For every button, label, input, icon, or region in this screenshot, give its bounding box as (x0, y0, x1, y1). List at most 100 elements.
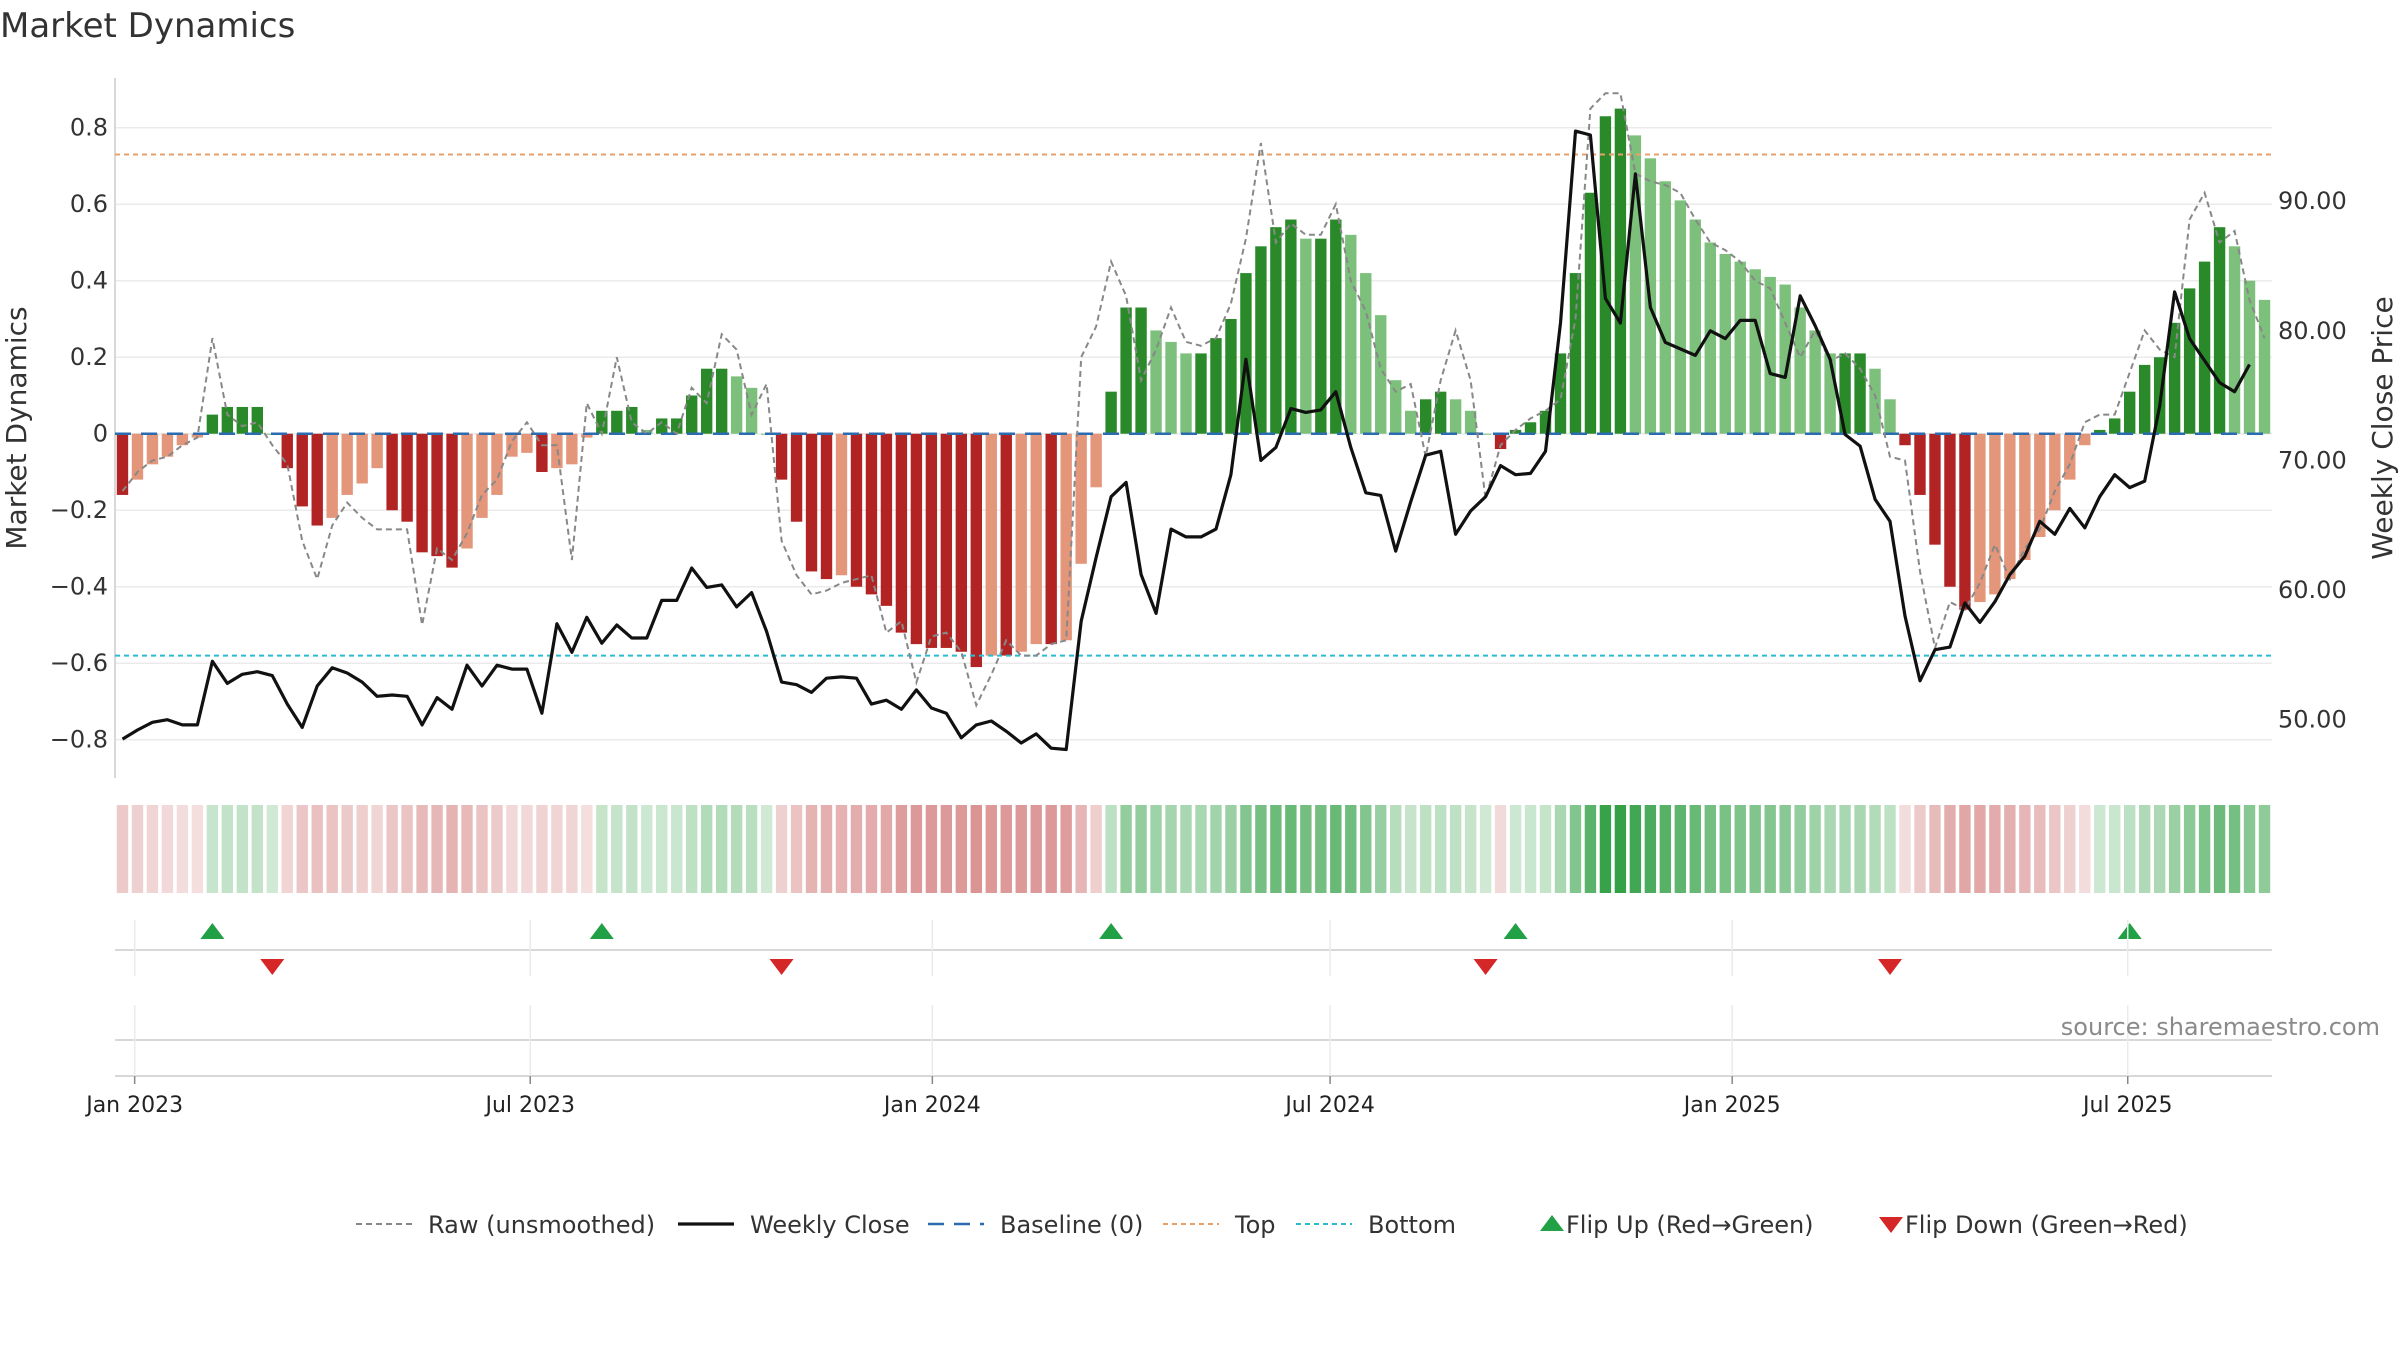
heat-cell (1000, 805, 1012, 893)
heat-cell (551, 805, 563, 893)
heat-cell (1255, 805, 1267, 893)
heat-cell (1180, 805, 1192, 893)
heat-cell (1554, 805, 1567, 893)
flip-up-marker (1503, 923, 1528, 939)
md-bar (161, 433, 174, 457)
heat-cell (1210, 805, 1222, 893)
md-bar (715, 368, 728, 434)
md-bar (536, 433, 548, 472)
heat-cell (1195, 805, 1207, 893)
heat-cell (2198, 805, 2211, 893)
heat-cell (940, 805, 953, 893)
legend-label: Baseline (0) (1000, 1211, 1143, 1239)
heat-cell (1090, 805, 1102, 893)
md-bar (1569, 273, 1582, 434)
heat-cell (2049, 805, 2061, 893)
heat-cell (521, 805, 533, 893)
md-bar (1120, 307, 1132, 434)
md-bar (446, 433, 458, 568)
flip-down-marker (769, 959, 794, 975)
y-tick-label: −0.6 (50, 649, 108, 677)
md-bar (416, 433, 428, 553)
md-bar (1479, 433, 1492, 435)
heat-cell (326, 805, 338, 893)
x-tick-label: Jan 2024 (882, 1093, 981, 1118)
legend-label: Flip Down (Green→Red) (1905, 1211, 2188, 1239)
md-bar (251, 406, 263, 434)
heat-cell (2243, 805, 2256, 893)
md-bar (1060, 433, 1072, 641)
md-bar (1899, 433, 1911, 446)
heat-cell (910, 805, 923, 893)
md-bar (1959, 433, 1971, 610)
heat-cell (1809, 805, 1821, 893)
heat-cell (820, 805, 833, 893)
md-bar (2004, 433, 2016, 580)
md-bar (1360, 273, 1372, 434)
md-bar (581, 433, 593, 438)
heat-cell (2213, 805, 2226, 893)
heat-cell (835, 805, 848, 893)
heat-cell (1659, 805, 1672, 893)
x-tick-label: Jan 2025 (1682, 1093, 1781, 1118)
heat-cell (850, 805, 863, 893)
heat-cell (1030, 805, 1042, 893)
heat-cell (506, 805, 518, 893)
heat-cell (1060, 805, 1072, 893)
heat-cell (2228, 805, 2241, 893)
md-bar (775, 433, 788, 480)
md-bar (1884, 399, 1896, 434)
md-bar (341, 433, 353, 495)
heat-cell (1479, 805, 1492, 893)
heat-cell (2034, 805, 2046, 893)
heat-cell (1105, 805, 1117, 893)
heat-cell (1120, 805, 1132, 893)
heat-cell (1959, 805, 1971, 893)
md-bar (1674, 200, 1687, 434)
heat-cell (1135, 805, 1147, 893)
md-bar (521, 433, 533, 453)
md-bar (1779, 284, 1791, 434)
x-tick-label: Jul 2023 (483, 1093, 575, 1118)
heat-cell (1704, 805, 1716, 893)
heat-cell (641, 805, 653, 893)
md-bar (1419, 399, 1432, 434)
md-bar (1150, 330, 1162, 434)
md-bar (1494, 433, 1507, 450)
md-bar (1824, 353, 1836, 434)
md-bar (1524, 422, 1537, 434)
md-bar (730, 376, 743, 434)
legend-swatch (1540, 1215, 1564, 1231)
heat-cell (1240, 805, 1252, 893)
md-bar (1464, 410, 1477, 434)
flip-up-marker (200, 923, 225, 939)
heat-cell (2168, 805, 2181, 893)
heat-cell (985, 805, 997, 893)
heat-cell (1464, 805, 1477, 893)
heat-cell (805, 805, 818, 893)
heat-cell (1524, 805, 1537, 893)
md-bar (910, 433, 923, 645)
chart-title: Market Dynamics (0, 6, 296, 46)
heat-cell (221, 805, 234, 893)
heat-cell (446, 805, 458, 893)
heat-cell (1944, 805, 1956, 893)
heat-cell (356, 805, 368, 893)
y2-tick-label: 70.00 (2278, 446, 2347, 474)
md-bar (1449, 399, 1462, 434)
heat-cell (1449, 805, 1462, 893)
x-tick-label: Jul 2025 (2081, 1093, 2173, 1118)
y2-tick-label: 50.00 (2278, 706, 2347, 734)
heat-cell (131, 805, 144, 893)
heat-cell (1509, 805, 1522, 893)
raw-line (121, 92, 2266, 709)
heat-cell (2079, 805, 2091, 893)
heat-cell (880, 805, 893, 893)
heat-cell (1045, 805, 1057, 893)
heat-cell (1539, 805, 1552, 893)
heat-cell (296, 805, 308, 893)
legend-label: Weekly Close (750, 1211, 910, 1239)
heat-cell (206, 805, 219, 893)
md-bar (2183, 288, 2196, 434)
md-bar (1255, 246, 1267, 434)
